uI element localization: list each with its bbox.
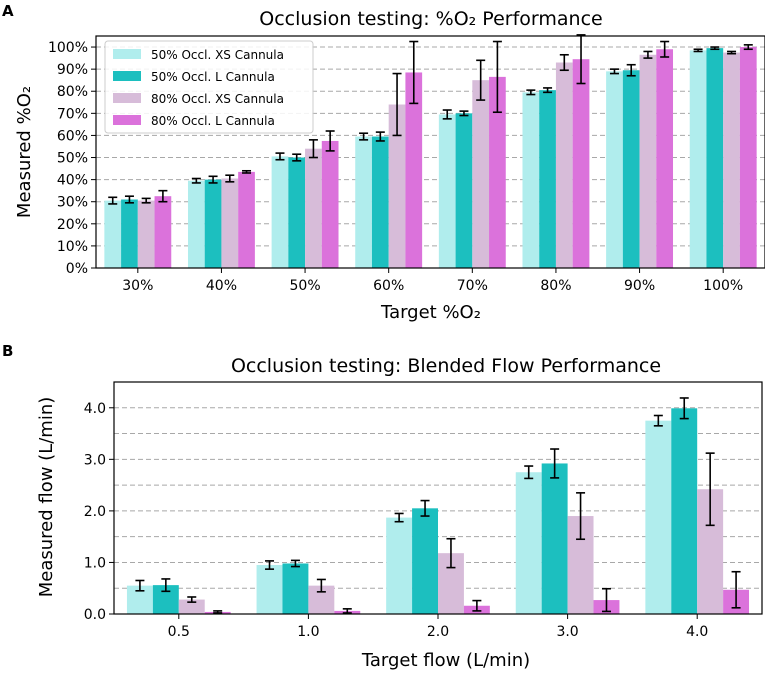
y-tick-label: 2.0	[84, 504, 106, 520]
panel-a-title: Occlusion testing: %O₂ Performance	[259, 8, 602, 30]
bar	[489, 76, 506, 268]
y-tick-label: 0%	[66, 261, 88, 277]
y-tick-label: 100%	[48, 40, 88, 56]
bar	[689, 50, 707, 268]
bar	[723, 52, 740, 269]
bar	[386, 517, 413, 614]
panel-a-ylabel: Measured %O₂	[14, 86, 35, 218]
bar	[187, 180, 205, 268]
bar	[539, 90, 556, 268]
panel-b-label: B	[2, 342, 13, 360]
bar	[282, 563, 309, 614]
bar	[121, 199, 138, 268]
bar	[522, 92, 540, 268]
x-tick-label: 2.0	[427, 624, 449, 640]
panel-b-plot: 0.0 1.0 2.0 3.0 4.0 0.5 1.0 2.0 3.0 4.0	[84, 381, 763, 640]
bar	[405, 72, 423, 268]
bar	[706, 48, 724, 269]
bar	[271, 156, 289, 268]
y-tick-label: 60%	[57, 128, 88, 144]
bar	[541, 463, 568, 614]
y-tick-label: 30%	[57, 195, 88, 211]
bar	[645, 420, 672, 614]
bar	[388, 104, 406, 268]
y-tick-label: 80%	[57, 84, 88, 100]
y-tick-label: 50%	[57, 151, 88, 167]
legend-entry: 80% Occl. XS Cannula	[151, 92, 284, 106]
bar	[137, 200, 155, 268]
legend-box	[104, 40, 314, 134]
bar	[572, 59, 590, 269]
bar	[555, 62, 573, 269]
x-tick-label: 90%	[624, 278, 655, 294]
bar	[154, 196, 172, 268]
x-tick-label: 50%	[290, 278, 321, 294]
y-tick-label: 4.0	[84, 401, 106, 417]
y-tick-label: 10%	[57, 239, 88, 255]
legend-entry: 50% Occl. XS Cannula	[151, 48, 284, 62]
x-tick-label: 1.0	[297, 624, 319, 640]
bar	[515, 472, 542, 614]
bar	[455, 113, 473, 268]
x-tick-label: 3.0	[556, 624, 578, 640]
y-tick-label: 3.0	[84, 452, 106, 468]
bar	[472, 80, 490, 268]
legend-swatch	[113, 49, 141, 59]
axes-frame	[95, 35, 765, 269]
x-tick-label: 4.0	[686, 624, 708, 640]
x-tick-label: 100%	[703, 278, 743, 294]
bar	[321, 140, 339, 268]
bar	[238, 171, 255, 268]
bar	[412, 508, 438, 614]
bar	[178, 599, 205, 614]
panel-b-title: Occlusion testing: Blended Flow Performa…	[231, 355, 661, 377]
bar	[606, 71, 623, 268]
bar	[438, 114, 456, 268]
legend-swatch	[113, 93, 141, 103]
panel-a-label: A	[2, 2, 14, 20]
bar	[739, 47, 757, 268]
bar	[288, 157, 306, 268]
legend-swatch	[113, 71, 141, 81]
bar	[671, 408, 698, 614]
x-tick-label: 0.5	[168, 624, 190, 640]
y-tick-label: 0.0	[84, 607, 106, 623]
bar	[639, 54, 657, 269]
x-tick-label: 80%	[540, 278, 571, 294]
panel-a-plot: 0% 10% 20% 30% 40% 50% 60% 70% 80% 90% 100% 30% 40% 5…	[48, 34, 765, 294]
panel-b-xlabel: Target flow (L/min)	[361, 650, 530, 671]
bar	[104, 200, 122, 268]
bar	[221, 178, 239, 268]
bar	[371, 136, 389, 268]
y-tick-label: 40%	[57, 173, 88, 189]
legend-swatch	[113, 115, 141, 125]
y-tick-label: 90%	[57, 62, 88, 78]
bar	[305, 148, 322, 268]
legend-entry: 80% Occl. L Cannula	[151, 114, 275, 128]
x-tick-label: 70%	[457, 278, 488, 294]
y-tick-label: 1.0	[84, 555, 106, 571]
x-tick-label: 30%	[122, 278, 153, 294]
bar	[656, 49, 674, 268]
panel-a-xlabel: Target %O₂	[380, 302, 481, 323]
bar	[355, 136, 372, 268]
bar	[256, 565, 283, 614]
bar	[622, 70, 640, 268]
x-tick-label: 60%	[373, 278, 404, 294]
legend-entry: 50% Occl. L Cannula	[151, 70, 275, 84]
bar	[204, 179, 222, 268]
y-tick-label: 20%	[57, 217, 88, 233]
panel-b-ylabel: Measured flow (L/min)	[36, 397, 57, 598]
y-tick-label: 70%	[57, 106, 88, 122]
x-tick-label: 40%	[206, 278, 237, 294]
